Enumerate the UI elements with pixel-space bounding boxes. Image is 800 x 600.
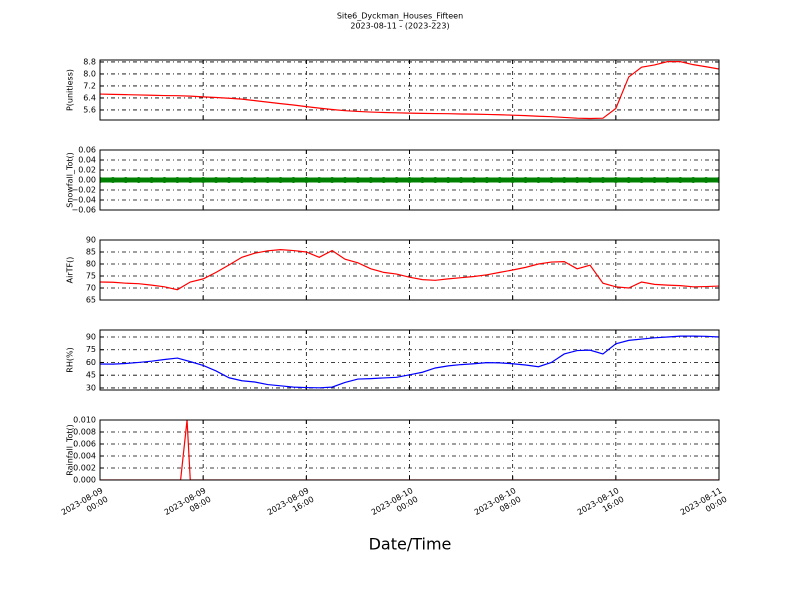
plot-frame <box>99 59 720 121</box>
y-tick-label: 70 <box>86 284 96 293</box>
marker <box>329 177 336 183</box>
chart-title: Site6_Dyckman_Houses_Fifteen <box>337 12 463 21</box>
marker <box>458 177 465 183</box>
marker <box>100 177 103 183</box>
y-tick-label: 0.002 <box>73 464 96 473</box>
y-tick-label: 8.8 <box>83 57 96 66</box>
marker <box>367 177 374 183</box>
plot-frame <box>99 149 720 211</box>
marker <box>432 177 439 183</box>
marker <box>238 177 245 183</box>
marker <box>561 177 568 183</box>
y-axis-label: AirTF() <box>66 257 75 284</box>
y-tick-label: 0.00 <box>78 176 96 185</box>
series-line <box>100 335 719 389</box>
marker <box>200 177 207 183</box>
y-axis-label: Snowfall_Tot() <box>66 152 75 208</box>
marker <box>316 177 323 183</box>
marker <box>599 177 606 183</box>
y-tick-label: 60 <box>86 358 96 367</box>
y-tick-label: 0.04 <box>78 156 96 165</box>
y-tick-label: −0.06 <box>71 206 96 215</box>
marker <box>213 177 220 183</box>
y-tick-label: 0.010 <box>73 416 96 425</box>
y-axis-label: P(unitless) <box>66 69 75 111</box>
y-tick-label: −0.02 <box>71 186 96 195</box>
y-tick-label: 90 <box>86 236 96 245</box>
y-axis-label: RH(%) <box>66 347 75 372</box>
marker <box>251 177 258 183</box>
marker <box>380 177 387 183</box>
y-tick-label: −0.04 <box>71 196 96 205</box>
marker <box>509 177 516 183</box>
marker <box>470 177 477 183</box>
marker <box>548 177 555 183</box>
chart-subtitle: 2023-08-11 - (2023-223) <box>350 22 449 31</box>
y-tick-label: 8.0 <box>83 69 96 78</box>
series-line <box>100 61 719 120</box>
marker <box>625 177 632 183</box>
marker <box>677 177 684 183</box>
marker <box>122 177 129 183</box>
y-tick-label: 5.6 <box>83 105 96 114</box>
marker <box>342 177 349 183</box>
marker <box>419 177 426 183</box>
marker <box>135 177 142 183</box>
marker <box>303 177 310 183</box>
y-tick-label: 85 <box>86 248 96 257</box>
y-tick-label: 75 <box>86 272 96 281</box>
marker <box>290 177 297 183</box>
marker <box>109 177 116 183</box>
y-tick-label: 0.004 <box>73 452 96 461</box>
plot-frame <box>99 329 720 391</box>
marker <box>277 177 284 183</box>
y-tick-label: 0.02 <box>78 166 96 175</box>
plot-frame <box>99 419 720 481</box>
marker <box>483 177 490 183</box>
y-tick-label: 45 <box>86 371 96 380</box>
y-tick-label: 80 <box>86 260 96 269</box>
y-axis-label: Rainfall_Tot() <box>66 424 75 476</box>
y-tick-label: 0.006 <box>73 440 96 449</box>
marker <box>651 177 658 183</box>
y-tick-label: 65 <box>86 296 96 305</box>
y-tick-label: 90 <box>86 332 96 341</box>
marker <box>638 177 645 183</box>
marker <box>574 177 581 183</box>
y-tick-label: 6.4 <box>83 93 96 102</box>
marker <box>225 177 232 183</box>
marker <box>148 177 155 183</box>
marker <box>522 177 529 183</box>
marker <box>587 177 594 183</box>
y-tick-label: 0.008 <box>73 428 96 437</box>
y-tick-label: 30 <box>86 383 96 392</box>
marker <box>535 177 542 183</box>
marker <box>187 177 194 183</box>
marker <box>690 177 697 183</box>
marker <box>445 177 452 183</box>
marker <box>174 177 181 183</box>
marker <box>393 177 400 183</box>
y-tick-label: 7.2 <box>83 81 96 90</box>
y-tick-label: 0.000 <box>73 476 96 485</box>
plot-frame <box>99 239 720 301</box>
marker <box>264 177 271 183</box>
marker <box>406 177 413 183</box>
marker <box>612 177 619 183</box>
marker <box>161 177 168 183</box>
marker <box>716 177 719 183</box>
marker <box>664 177 671 183</box>
marker <box>496 177 503 183</box>
y-tick-label: 0.06 <box>78 146 96 155</box>
marker <box>354 177 361 183</box>
x-axis-label: Date/Time <box>369 535 452 554</box>
series-line <box>100 248 719 291</box>
marker <box>703 177 710 183</box>
y-tick-label: 75 <box>86 345 96 354</box>
